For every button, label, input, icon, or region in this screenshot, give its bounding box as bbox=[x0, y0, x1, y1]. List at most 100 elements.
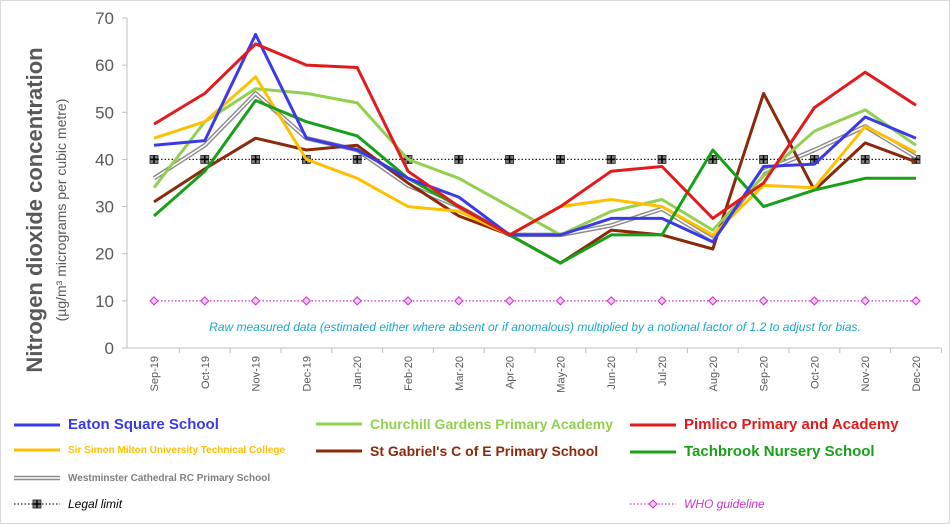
x-tick-label: Sep-19 bbox=[149, 356, 161, 391]
legend-label: WHO guideline bbox=[684, 497, 765, 511]
legend-label: St Gabriel's C of E Primary School bbox=[370, 443, 599, 459]
legal-limit-marker-cross bbox=[353, 155, 362, 164]
y-tick-label: 20 bbox=[95, 245, 114, 264]
who-guideline-marker bbox=[454, 296, 464, 306]
who-guideline-marker bbox=[657, 296, 667, 306]
legal-limit-marker-cross bbox=[200, 155, 209, 164]
who-guideline-marker bbox=[301, 296, 312, 306]
legend-swatch bbox=[316, 422, 362, 426]
who-guideline-marker bbox=[860, 296, 870, 306]
y-tick-label: 30 bbox=[95, 198, 114, 217]
legal-limit-marker-cross bbox=[708, 155, 717, 164]
y-axis-unit-label: (µg/m³ micrograms per cubic metre) bbox=[53, 99, 69, 322]
who-guideline-marker bbox=[149, 296, 159, 306]
who-guideline-marker bbox=[708, 296, 718, 306]
x-tick-label: Mar-20 bbox=[454, 356, 466, 391]
x-tick-label: Sep-20 bbox=[759, 356, 771, 391]
y-tick-label: 0 bbox=[105, 339, 114, 358]
x-tick-label: Jun-20 bbox=[606, 356, 618, 390]
legal-limit-marker-cross bbox=[607, 155, 616, 164]
x-tick-label: Dec-19 bbox=[301, 356, 313, 391]
legend-item: Sir Simon Milton University Technical Co… bbox=[14, 443, 285, 457]
legal-limit-marker-cross bbox=[861, 155, 870, 164]
legal-limit-marker-cross bbox=[150, 155, 158, 164]
legend-label: Legal limit bbox=[68, 497, 123, 511]
x-tick-label: Apr-20 bbox=[505, 356, 517, 389]
y-tick-labels: 0 10 20 30 40 50 60 70 bbox=[95, 9, 114, 358]
who-guideline-marker bbox=[504, 296, 515, 306]
legend-swatch bbox=[14, 448, 60, 452]
legal-limit-marker-cross bbox=[556, 155, 565, 164]
series-st-gabriel-s-c-of-e-primary-school bbox=[153, 91, 917, 265]
legend-label: Eaton Square School bbox=[68, 416, 219, 433]
legend-label: Westminster Cathedral RC Primary School bbox=[68, 472, 271, 484]
y-axis-label: Nitrogen dioxide concentration bbox=[22, 47, 47, 372]
legend-item: St Gabriel's C of E Primary School bbox=[316, 443, 598, 459]
x-tick-label: Feb-20 bbox=[403, 356, 415, 391]
x-tick-labels: Sep-19 Oct-19 Nov-19 Dec-19 Jan-20 Feb-20 Mar-… bbox=[149, 356, 923, 393]
y-axis-title: Nitrogen dioxide concentration (µg/m³ mi… bbox=[22, 47, 69, 372]
legal-limit-marker-cross bbox=[251, 155, 260, 164]
x-tick-label: Nov-19 bbox=[251, 356, 263, 391]
series-line bbox=[152, 87, 917, 237]
y-tick-label: 50 bbox=[95, 103, 114, 122]
x-tick-label: Nov-20 bbox=[860, 356, 872, 391]
legend-swatch bbox=[630, 499, 676, 509]
x-tick-label: May-20 bbox=[555, 356, 567, 393]
y-tick-label: 60 bbox=[95, 56, 114, 75]
series-legal-limit bbox=[149, 155, 921, 164]
x-tick-label: Aug-20 bbox=[708, 356, 720, 391]
y-tick-label: 40 bbox=[95, 150, 114, 169]
legend-swatch bbox=[14, 475, 60, 481]
legend-item: Pimlico Primary and Academy bbox=[630, 416, 899, 433]
legend-item: Eaton Square School bbox=[14, 416, 219, 433]
who-guideline-marker bbox=[911, 296, 921, 306]
legend-item: Tachbrook Nursery School bbox=[630, 443, 875, 460]
legend-label: Churchill Gardens Primary Academy bbox=[370, 416, 614, 432]
series-who-guideline bbox=[149, 296, 921, 306]
legend-swatch bbox=[630, 423, 676, 426]
series-churchill-gardens-primary-academy bbox=[152, 87, 917, 237]
x-tick-label: Oct-20 bbox=[809, 356, 821, 389]
legal-limit-marker-cross bbox=[658, 155, 666, 164]
who-guideline-marker bbox=[200, 296, 210, 306]
series-pimlico-primary-and-academy bbox=[153, 42, 917, 237]
x-tick-label: Oct-19 bbox=[200, 356, 212, 389]
series-tachbrook-nursery-school bbox=[153, 99, 916, 265]
legend-swatch bbox=[316, 449, 362, 453]
chart-annotation: Raw measured data (estimated either wher… bbox=[209, 320, 861, 334]
series-line bbox=[153, 91, 917, 265]
series-layer bbox=[149, 33, 921, 306]
series-line bbox=[153, 99, 916, 265]
legal-limit-marker-cross bbox=[759, 155, 768, 164]
axes bbox=[122, 17, 942, 353]
legend-label: Pimlico Primary and Academy bbox=[684, 416, 899, 433]
series-line bbox=[153, 33, 917, 244]
legend-item: Westminster Cathedral RC Primary School bbox=[14, 471, 270, 485]
y-tick-label: 70 bbox=[95, 9, 114, 28]
who-guideline-marker bbox=[403, 296, 413, 306]
who-guideline-marker bbox=[250, 296, 261, 306]
x-tick-label: Jan-20 bbox=[352, 356, 364, 390]
series-eaton-square-school bbox=[153, 33, 917, 244]
legend-swatch bbox=[14, 499, 60, 509]
series-line bbox=[153, 42, 917, 237]
legend-swatch bbox=[14, 423, 60, 426]
who-guideline-marker bbox=[352, 296, 362, 306]
legal-limit-marker-cross bbox=[505, 155, 514, 164]
legend-swatch bbox=[630, 450, 676, 453]
x-tick-label: Dec-20 bbox=[911, 356, 923, 391]
legend-item: WHO guideline bbox=[630, 497, 765, 511]
legend-item: Churchill Gardens Primary Academy bbox=[316, 416, 613, 432]
legend-item: Legal limit bbox=[14, 497, 122, 511]
x-tick-label: Jul-20 bbox=[657, 356, 669, 386]
legal-limit-marker-cross bbox=[454, 155, 463, 164]
who-guideline-marker bbox=[555, 296, 566, 306]
who-guideline-marker bbox=[606, 296, 616, 306]
legend-label: Tachbrook Nursery School bbox=[684, 443, 875, 460]
who-guideline-marker bbox=[809, 296, 820, 306]
legend-label: Sir Simon Milton University Technical Co… bbox=[68, 444, 286, 456]
who-guideline-marker bbox=[758, 296, 769, 306]
